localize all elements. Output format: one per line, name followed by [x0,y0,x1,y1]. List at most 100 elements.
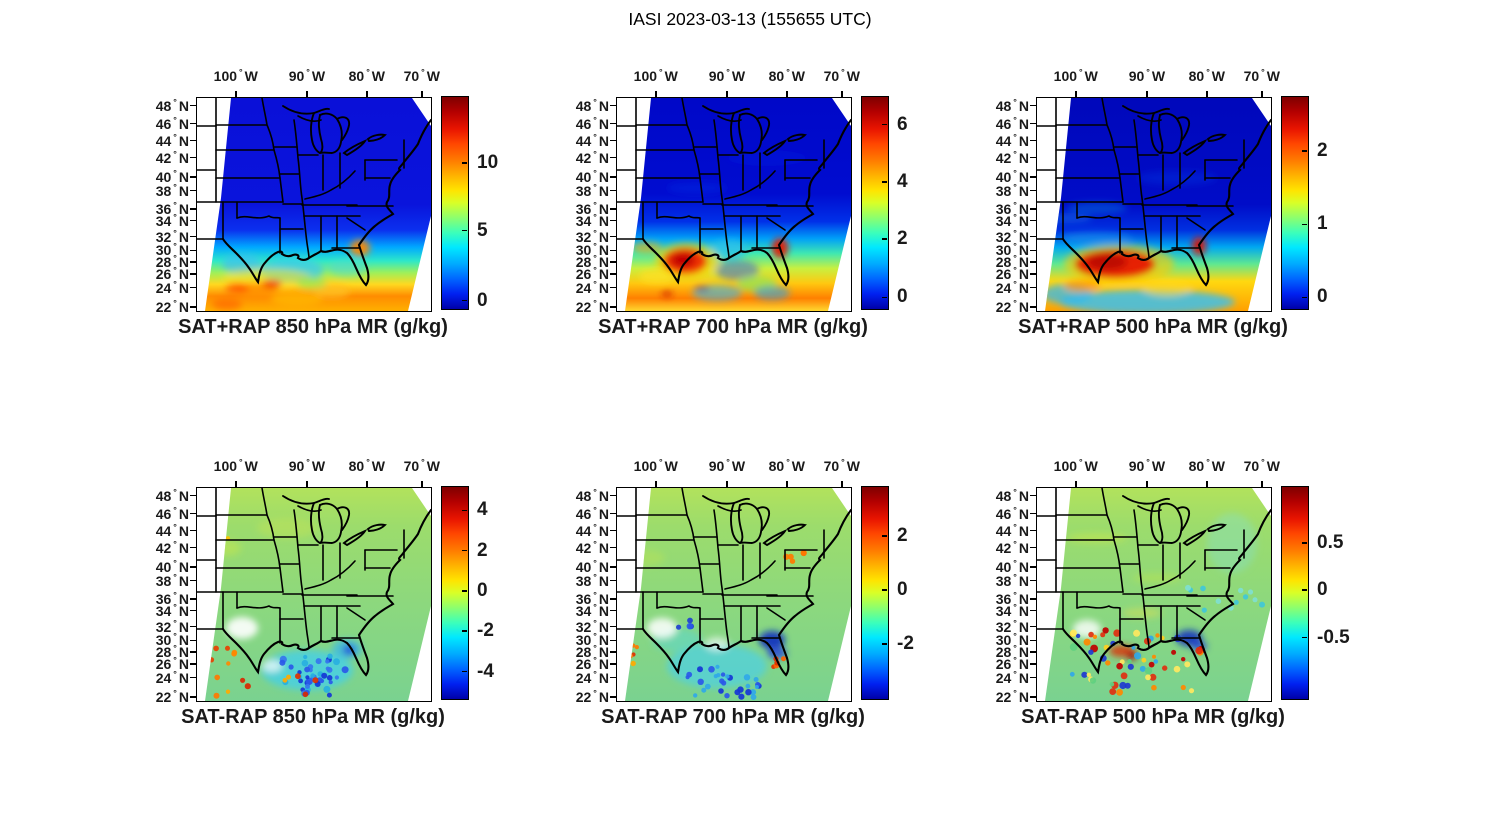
degree-symbol: ° [173,131,177,142]
lat-direction: N [598,602,609,619]
lat-direction: N [1018,602,1029,619]
degree-symbol: ° [173,557,177,568]
colorbar [1281,486,1309,700]
colorbar-tick-mark [882,181,887,183]
lat-direction: N [178,298,189,315]
degree-symbol: ° [593,486,597,497]
lon-tick-label: 100 ° W [1044,457,1108,474]
lon-tick-mark [421,91,423,97]
lat-tick-mark [190,219,196,222]
lat-tick-mark [190,579,196,582]
lon-value: 90 [288,458,305,474]
map-plot [617,98,851,311]
lat-direction: N [178,644,189,661]
lat-value: 42 [575,149,592,166]
lat-tick-mark [610,676,616,679]
colorbar-tick-mark [1302,589,1307,591]
lon-value: 70 [1243,458,1260,474]
lat-tick-mark [610,566,616,568]
lon-tick-label: 100 ° W [1044,67,1108,84]
lat-tick-label: 48 ° N [975,97,1029,114]
lat-tick-label: 34 ° N [555,212,609,229]
lon-tick-mark [1261,481,1263,487]
map-axes [1036,97,1272,312]
degree-symbol: ° [726,67,730,77]
lon-direction: W [1211,68,1226,84]
lat-tick-label: 24 ° N [555,279,609,296]
lat-value: 44 [575,522,592,539]
lat-tick-label: 26 ° N [135,655,189,672]
lat-direction: N [598,228,609,245]
map-outlines [1037,98,1271,287]
lat-tick-label: 22 ° N [135,298,189,315]
degree-symbol: ° [1013,114,1017,125]
lon-tick-mark [235,91,237,97]
degree-symbol: ° [1013,687,1017,698]
lat-tick-label: 34 ° N [975,601,1029,619]
lat-tick-mark [610,273,616,275]
map-axes [196,97,432,312]
lat-tick-label: 40 ° N [975,558,1029,575]
lat-tick-label: 32 ° N [975,228,1029,245]
lat-value: 30 [995,242,1012,259]
lat-tick-mark [610,189,616,192]
degree-symbol: ° [173,148,177,159]
colorbar-tick-label: 0 [1317,578,1328,600]
lat-tick-label: 28 ° N [135,253,189,270]
lat-value: 44 [155,522,172,539]
panel-title: SAT+RAP 850 hPa MR (g/kg) [178,316,448,338]
lat-tick-label: 42 ° N [135,148,189,166]
lat-value: 30 [575,242,592,259]
lat-value: 34 [995,212,1012,229]
lat-tick-label: 48 ° N [135,487,189,504]
degree-symbol: ° [593,589,597,600]
colorbar-tick-label: 0 [1317,286,1328,308]
lon-tick-mark [1146,481,1148,487]
lat-tick-label: 36 ° N [975,199,1029,217]
lat-tick-mark [1030,598,1036,600]
lat-value: 46 [575,115,592,132]
lat-direction: N [1018,669,1029,686]
lat-tick-label: 42 ° N [975,149,1029,166]
figure-title: IASI 2023-03-13 (155655 UTC) [628,9,872,29]
colorbar-tick-label: -2 [897,632,914,654]
lat-tick-label: 26 ° N [975,265,1029,282]
lat-direction: N [1018,149,1029,166]
lat-tick-mark [610,261,616,263]
lat-tick-label: 46 ° N [975,114,1029,132]
degree-symbol: ° [173,631,177,642]
lat-tick-mark [1030,122,1036,125]
degree-symbol: ° [1013,601,1017,612]
lat-tick-label: 36 ° N [135,589,189,607]
degree-symbol: ° [173,589,177,600]
lon-direction: W [371,68,386,84]
degree-symbol: ° [173,211,177,222]
lat-tick-label: 48 ° N [975,487,1029,504]
map-axes [196,487,432,702]
map-plot [617,488,851,701]
lon-tick-mark [421,481,423,487]
lat-direction: N [178,539,189,556]
lat-value: 38 [155,572,172,589]
lat-value: 32 [995,618,1012,635]
lat-tick-label: 38 ° N [135,572,189,589]
lat-direction: N [598,669,609,686]
panel-sat-plus-rap-500: 100 ° W 90 ° W 80 ° W 70 ° W 48 ° N 46 ° N 44 ° N 42 ° N 40 ° N 38 °… [961,52,1361,344]
colorbar-tick-mark [1302,636,1307,639]
degree-symbol: ° [593,131,597,142]
lat-value: 32 [995,228,1012,245]
degree-symbol: ° [1013,654,1017,665]
lat-value: 34 [155,602,172,619]
colorbar-tick-mark [462,590,467,592]
lat-tick-label: 36 ° N [135,200,189,217]
lat-tick-label: 32 ° N [555,618,609,635]
lat-value: 24 [155,669,172,686]
lon-value: 100 [213,68,238,84]
lat-tick-mark [190,208,196,210]
degree-symbol: ° [173,601,177,612]
lat-direction: N [178,618,189,635]
panel-sat-plus-rap-850: 100 ° W 90 ° W 80 ° W 70 ° W 48 ° N 46 ° N 44 ° N 42 ° N 40 ° N 38 °… [121,52,521,344]
degree-symbol: ° [1013,199,1017,210]
lat-value: 26 [155,265,172,282]
lat-tick-label: 44 ° N [135,522,189,539]
